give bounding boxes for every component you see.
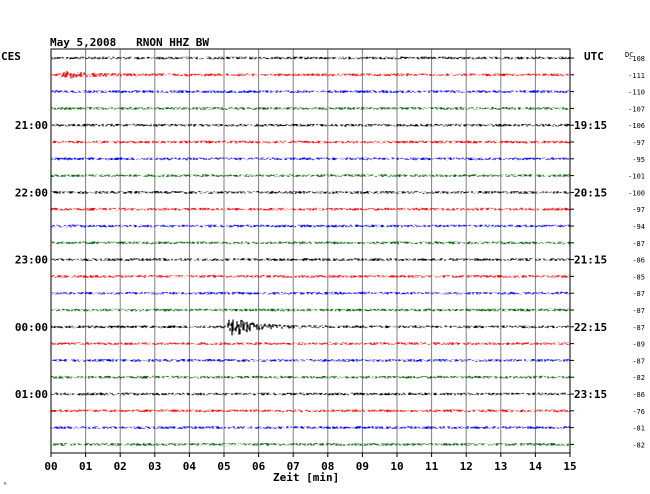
seismic-traces xyxy=(51,56,570,446)
x-tick-label: 06 xyxy=(252,460,266,473)
left-time-label: 23:00 xyxy=(15,254,48,267)
dc-header-label: DC xyxy=(625,51,633,59)
dc-offset-label: -89 xyxy=(632,341,645,349)
left-time-label: 21:00 xyxy=(15,119,48,132)
trace-row xyxy=(51,275,570,278)
dc-offset-label: -107 xyxy=(628,105,645,113)
x-tick-label: 13 xyxy=(494,460,507,473)
x-tick-label: 07 xyxy=(287,460,300,473)
x-tick-label: 02 xyxy=(114,460,127,473)
dc-offset-label: -86 xyxy=(632,257,645,265)
right-time-label: 20:15 xyxy=(574,186,607,199)
x-tick-label: 14 xyxy=(529,460,543,473)
dc-offset-label: -95 xyxy=(632,156,645,164)
dc-offset-label: -97 xyxy=(632,206,645,214)
vertical-gridlines xyxy=(85,49,536,453)
trace-row xyxy=(51,70,570,79)
left-time-label: 00:00 xyxy=(15,321,48,334)
trace-row xyxy=(52,443,570,446)
dc-offset-label: -106 xyxy=(628,122,645,130)
dc-offset-label: -85 xyxy=(632,273,645,281)
trace-row xyxy=(51,409,570,413)
trace-row xyxy=(51,319,569,336)
x-tick-label: 10 xyxy=(390,460,403,473)
x-tick-label: 05 xyxy=(217,460,230,473)
trace-row xyxy=(51,157,570,161)
right-timezone-label: UTC xyxy=(584,50,604,63)
right-time-labels: 19:15 20:15 21:15 22:15 23:15 xyxy=(574,119,607,401)
x-tick-label: 15 xyxy=(563,460,576,473)
dc-offset-label: -87 xyxy=(632,240,645,248)
dc-offset-label: -111 xyxy=(628,72,645,80)
plot-frame xyxy=(50,48,571,454)
trace-row xyxy=(51,56,570,60)
trace-row xyxy=(51,174,570,177)
left-timezone-label: CES xyxy=(1,50,21,63)
left-time-label: 22:00 xyxy=(15,186,48,199)
trace-row xyxy=(51,375,570,379)
x-tick-label: 04 xyxy=(183,460,197,473)
trace-row xyxy=(51,191,570,194)
trace-row xyxy=(51,392,570,396)
right-time-label: 21:15 xyxy=(574,254,607,267)
dc-offset-label: -101 xyxy=(628,173,645,181)
trace-row xyxy=(51,291,570,295)
dc-offset-label: -87 xyxy=(632,324,645,332)
dc-offset-labels: -108 -111 -110 -107 -106 -97 -95 -101 -100 -97 -94… xyxy=(570,55,645,449)
dc-offset-label: -82 xyxy=(632,374,645,382)
x-axis: 00 01 02 03 04 05 06 07 08 09 10 11 12 13 14 15 xyxy=(44,453,577,473)
x-axis-label: Zeit [min] xyxy=(273,471,339,484)
dc-offset-label: -87 xyxy=(632,290,645,298)
trace-row xyxy=(51,140,570,144)
x-tick-label: 12 xyxy=(460,460,473,473)
x-tick-label: 03 xyxy=(148,460,161,473)
x-tick-label: 01 xyxy=(79,460,93,473)
dc-offset-label: -94 xyxy=(632,223,645,231)
trace-row xyxy=(51,107,569,110)
trace-row xyxy=(51,90,570,93)
dc-offset-label: -82 xyxy=(632,441,645,449)
left-time-labels: 21:00 22:00 23:00 00:00 01:00 xyxy=(15,119,48,401)
x-tick-label: 00 xyxy=(44,460,57,473)
right-time-label: 22:15 xyxy=(574,321,607,334)
trace-row xyxy=(51,258,570,261)
dc-offset-label: -97 xyxy=(632,139,645,147)
trace-row xyxy=(51,342,570,345)
dc-offset-label: -108 xyxy=(628,55,645,63)
x-tick-label: 08 xyxy=(321,460,334,473)
trace-row xyxy=(51,359,570,362)
left-time-label: 01:00 xyxy=(15,388,48,401)
trace-row xyxy=(51,241,570,245)
dc-offset-label: -76 xyxy=(632,408,645,416)
chart-title: May 5,2008 RNON HHZ BW xyxy=(50,36,209,49)
trace-row xyxy=(51,123,570,127)
corner-mark: ᵐ xyxy=(3,481,7,489)
dc-offset-label: -86 xyxy=(632,391,645,399)
right-time-label: 19:15 xyxy=(574,119,607,132)
dc-offset-label: -110 xyxy=(628,89,645,97)
trace-row xyxy=(51,224,570,228)
trace-row xyxy=(51,207,570,211)
dc-offset-label: -87 xyxy=(632,357,645,365)
x-tick-label: 11 xyxy=(425,460,439,473)
trace-row xyxy=(51,308,570,312)
right-time-label: 23:15 xyxy=(574,388,607,401)
x-tick-label: 09 xyxy=(356,460,369,473)
dc-offset-label: -100 xyxy=(628,189,645,197)
trace-row xyxy=(51,426,570,429)
dc-offset-label: -81 xyxy=(632,425,645,433)
dc-offset-label: -87 xyxy=(632,307,645,315)
